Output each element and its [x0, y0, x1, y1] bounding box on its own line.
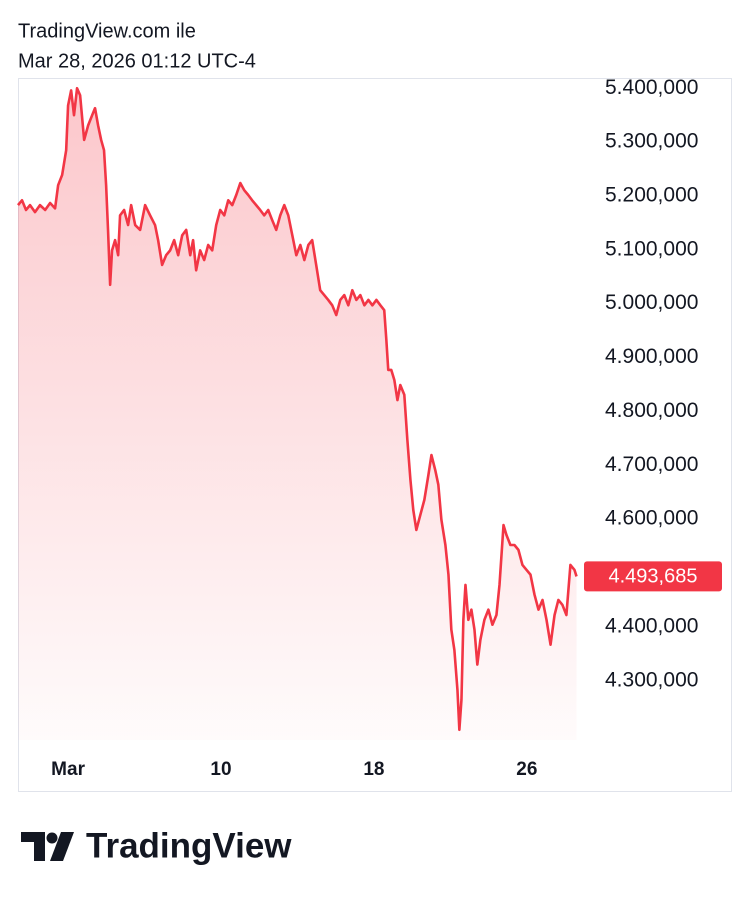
y-tick-label: 4.600,000: [605, 507, 698, 530]
y-tick-label: 4.300,000: [605, 668, 698, 691]
logo-icon: [21, 832, 74, 861]
last-price-badge: [584, 561, 722, 592]
y-tick-label: 5.000,000: [605, 291, 698, 314]
y-tick-label: 5.200,000: [605, 184, 698, 207]
logo-text: TradingView: [86, 826, 292, 865]
y-tick-label: 5.300,000: [605, 130, 698, 153]
y-tick-label: 5.400,000: [605, 76, 698, 99]
last-price-label: 4.493,685: [609, 566, 698, 588]
x-tick-label: 18: [363, 759, 384, 780]
logo-dot: [46, 832, 58, 844]
timestamp: Mar 28, 2026 01:12 UTC-4: [18, 50, 256, 72]
x-tick-label: 10: [210, 759, 231, 780]
x-tick-label: Mar: [51, 759, 85, 780]
logo-shape: [21, 832, 45, 861]
y-tick-label: 4.400,000: [605, 614, 698, 637]
logo-shape: [50, 832, 74, 861]
price-line: [16, 86, 578, 732]
y-tick-label: 4.900,000: [605, 345, 698, 368]
plot: 5.400,000 5.300,000 5.200,000 5.100,000 5.00…: [16, 76, 722, 780]
x-tick-label: 26: [516, 759, 537, 780]
y-tick-label: 4.700,000: [605, 453, 698, 476]
source-text: TradingView.com ile: [18, 20, 196, 42]
area-fill: [18, 88, 577, 741]
y-tick-label: 4.800,000: [605, 399, 698, 422]
y-tick-label: 5.100,000: [605, 237, 698, 260]
